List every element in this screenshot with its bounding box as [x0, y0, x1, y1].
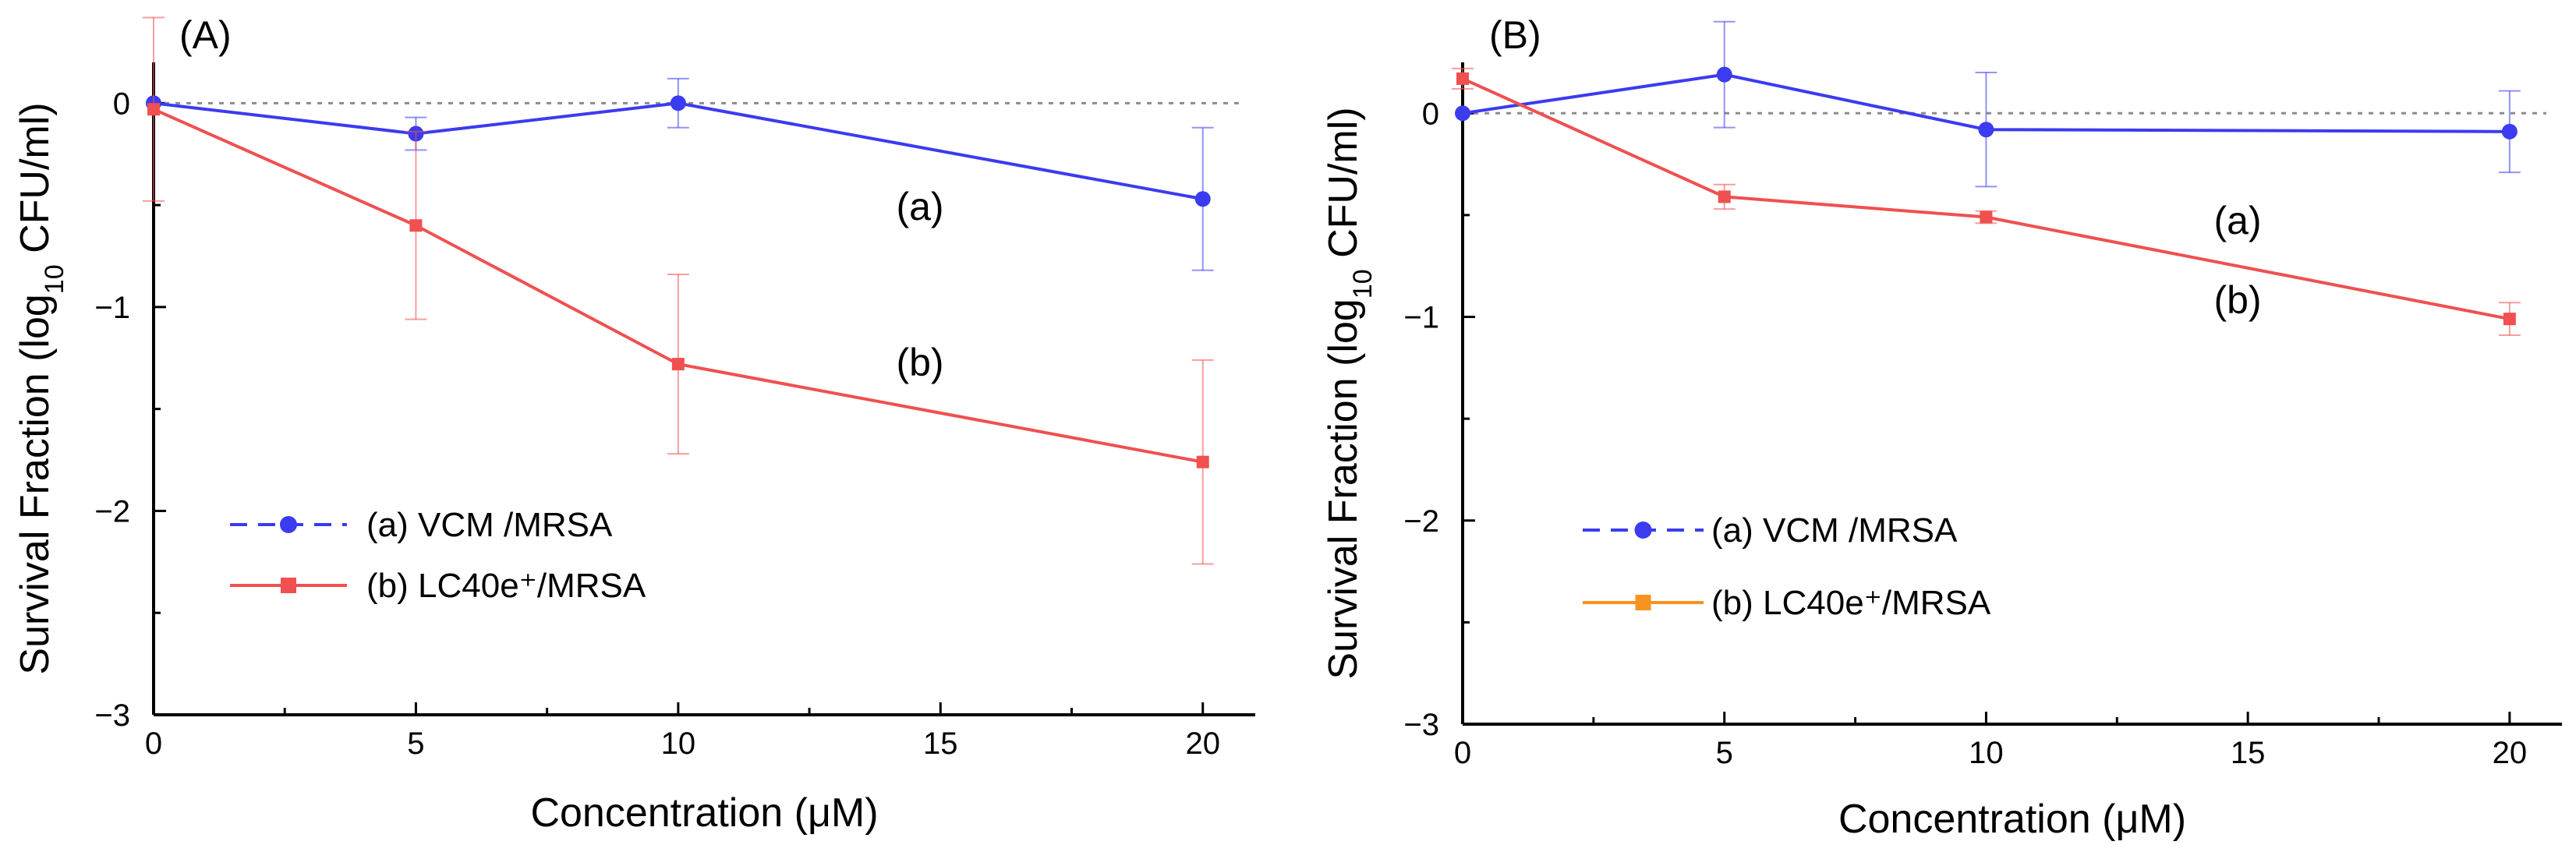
curve-label: (b) — [896, 341, 943, 384]
legend-marker — [1634, 521, 1652, 539]
y-tick-label: −3 — [94, 698, 130, 733]
x-axis-title: Concentration (μM) — [530, 790, 878, 836]
series-lc40e: (b) (b) LC40e⁺/MRSA — [1452, 67, 2521, 622]
curve-label: (b) — [2213, 278, 2261, 322]
x-tick-label: 20 — [1185, 726, 1220, 761]
y-axis-title: Survival Fraction (log10 CFU/ml) — [12, 102, 69, 674]
panel-label: (A) — [179, 13, 232, 57]
data-point — [670, 95, 686, 111]
series-line — [153, 108, 1204, 464]
panel-label: (B) — [1489, 13, 1541, 57]
x-tick-label: 0 — [1454, 736, 1471, 770]
data-point — [1980, 210, 1993, 224]
y-axis-title-prefix: Survival Fraction (log — [1321, 299, 1366, 679]
x-tick-label: 15 — [2231, 736, 2266, 770]
series-lc40e: (b) (b) LC40e⁺/MRSA — [143, 16, 1214, 605]
x-tick-label: 5 — [407, 726, 424, 761]
legend-marker — [280, 516, 297, 533]
y-tick-label: −1 — [1403, 301, 1439, 335]
y-axis-title-suffix: CFU/ml) — [12, 102, 58, 264]
data-point — [2503, 313, 2516, 326]
series-line — [153, 101, 1204, 201]
y-tick-label: 0 — [113, 87, 130, 121]
legend-label: (b) LC40e⁺/MRSA — [1711, 584, 1991, 622]
data-point — [1718, 190, 1731, 203]
y-tick-label: −3 — [1403, 708, 1439, 742]
x-tick-label: 0 — [145, 726, 162, 761]
legend-label: (a) VCM /MRSA — [366, 506, 613, 544]
data-point — [1194, 191, 1211, 207]
y-axis-title-prefix: Survival Fraction (log — [12, 294, 58, 674]
legend-marker — [281, 578, 296, 593]
x-tick-label: 10 — [1969, 736, 2004, 770]
y-tick-label: −1 — [94, 291, 130, 325]
series-vcm: (a) (a) VCM /MRSA — [146, 77, 1214, 544]
data-point — [1455, 105, 1470, 122]
data-point — [1196, 455, 1209, 468]
data-point — [1716, 66, 1732, 83]
legend-marker — [1635, 595, 1651, 610]
x-tick-label: 20 — [2493, 736, 2528, 770]
x-tick-label: 15 — [923, 726, 958, 761]
curve-label: (a) — [896, 185, 943, 228]
x-tick-label: 5 — [1716, 736, 1733, 770]
y-axis-title: Survival Fraction (log10 CFU/ml) — [1321, 107, 1378, 679]
x-tick-label: 10 — [661, 726, 696, 761]
series-line — [1462, 77, 2511, 321]
chart-panel-a: 0 5 10 15 20 −3 −2 −1 0 Concentration (μM) Surviva… — [12, 13, 1255, 836]
legend-label: (a) VCM /MRSA — [1711, 511, 1958, 550]
data-point — [409, 219, 423, 232]
data-point — [1978, 122, 1994, 138]
legend-label: (b) LC40e⁺/MRSA — [366, 567, 646, 605]
data-point — [1456, 72, 1469, 85]
series-line — [1462, 72, 2510, 133]
y-tick-label: 0 — [1422, 97, 1439, 131]
data-point — [671, 358, 685, 371]
x-axis-title: Concentration (μM) — [1838, 797, 2186, 842]
data-point — [2501, 123, 2518, 140]
data-point — [147, 103, 160, 116]
chart-panel-b: 0 5 10 15 20 −3 −2 −1 0 Concentration (μM) Surviva… — [1321, 13, 2562, 842]
y-axis-title-subscript: 10 — [40, 264, 69, 294]
series-vcm: (a) (a) VCM /MRSA — [1455, 20, 2521, 550]
y-tick-label: −2 — [94, 494, 130, 529]
y-axis-title-suffix: CFU/ml) — [1321, 107, 1366, 269]
y-tick-label: −2 — [1403, 504, 1439, 539]
curve-label: (a) — [2213, 199, 2261, 242]
y-axis-title-subscript: 10 — [1348, 269, 1378, 299]
